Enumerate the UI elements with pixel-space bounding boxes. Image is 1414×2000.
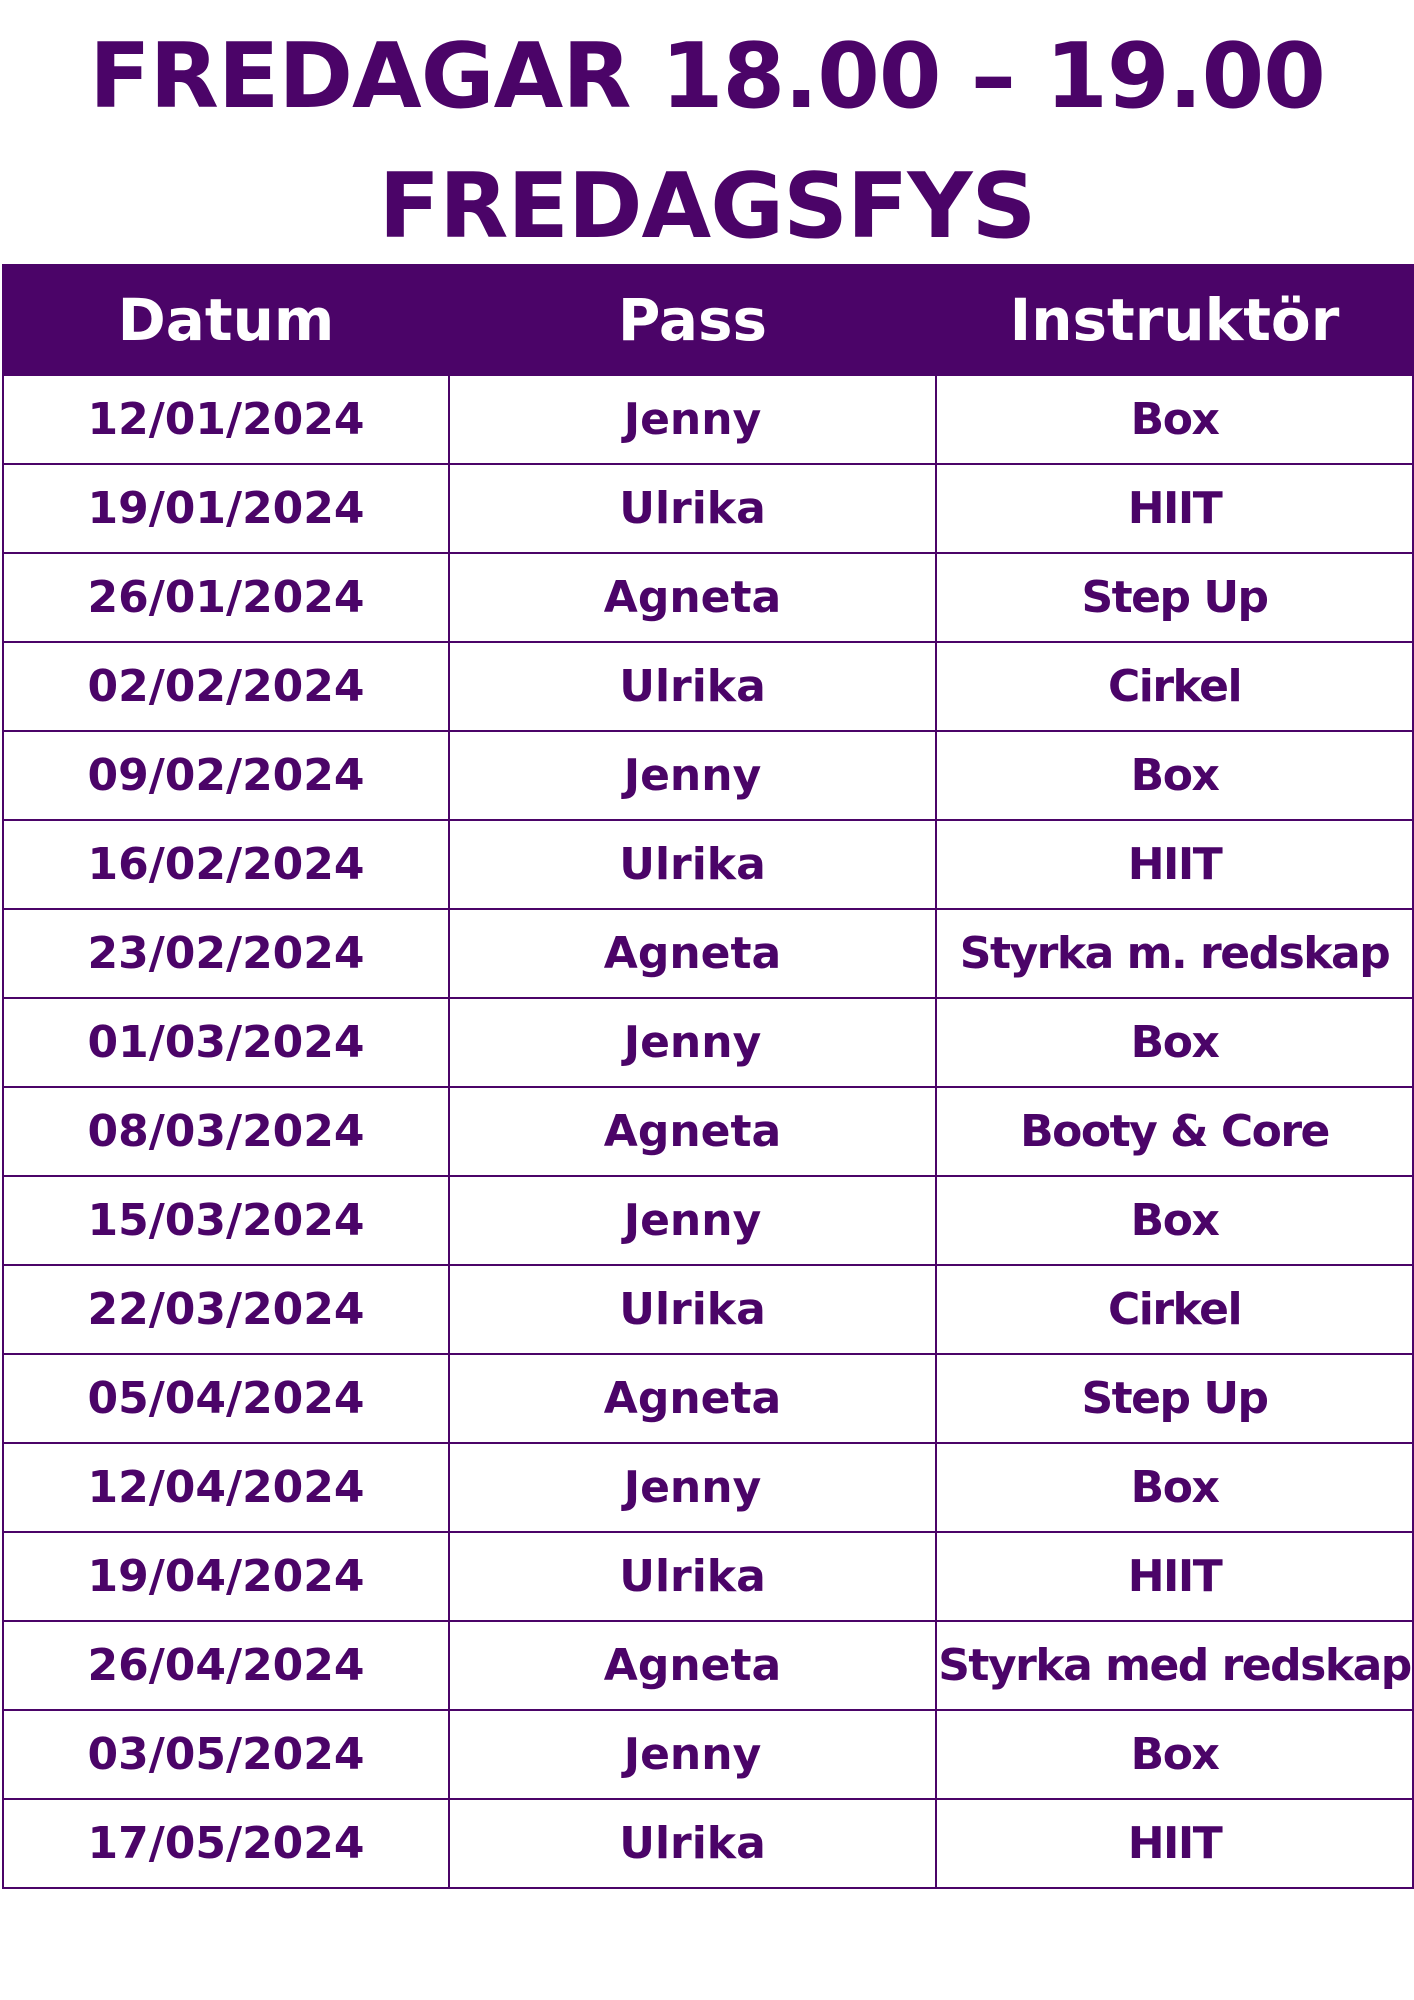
cell-pass: Ulrika [448, 1264, 937, 1355]
title-time: FREDAGAR 18.00 – 19.00 [89, 24, 1326, 129]
cell-date: 05/04/2024 [2, 1353, 450, 1444]
cell-date: 12/04/2024 [2, 1442, 450, 1533]
table-row: 12/04/2024 Jenny Box [2, 1442, 1414, 1533]
table-row: 19/01/2024 Ulrika HIIT [2, 463, 1414, 554]
cell-pass: Agneta [448, 1353, 937, 1444]
cell-pass: Ulrika [448, 641, 937, 732]
cell-instructor: Step Up [935, 552, 1414, 643]
cell-pass: Agneta [448, 1620, 937, 1711]
cell-date: 09/02/2024 [2, 730, 450, 821]
table-row: 01/03/2024 Jenny Box [2, 997, 1414, 1088]
header-instruktor: Instruktör [935, 264, 1414, 376]
cell-pass: Jenny [448, 997, 937, 1088]
header-pass: Pass [448, 264, 937, 376]
cell-pass: Agneta [448, 552, 937, 643]
cell-date: 16/02/2024 [2, 819, 450, 910]
cell-instructor: HIIT [935, 1531, 1414, 1622]
table-row: 16/02/2024 Ulrika HIIT [2, 819, 1414, 910]
table-row: 19/04/2024 Ulrika HIIT [2, 1531, 1414, 1622]
cell-pass: Ulrika [448, 819, 937, 910]
table-row: 22/03/2024 Ulrika Cirkel [2, 1264, 1414, 1355]
cell-pass: Ulrika [448, 463, 937, 554]
header-datum: Datum [2, 264, 450, 376]
cell-instructor: Box [935, 1442, 1414, 1533]
table-row: 26/01/2024 Agneta Step Up [2, 552, 1414, 643]
cell-pass: Ulrika [448, 1531, 937, 1622]
cell-instructor: Cirkel [935, 641, 1414, 732]
cell-date: 02/02/2024 [2, 641, 450, 732]
cell-instructor: Box [935, 374, 1414, 465]
cell-date: 12/01/2024 [2, 374, 450, 465]
cell-pass: Agneta [448, 908, 937, 999]
cell-instructor: Cirkel [935, 1264, 1414, 1355]
cell-date: 15/03/2024 [2, 1175, 450, 1266]
title-class: FREDAGSFYS [378, 154, 1037, 259]
table-row: 12/01/2024 Jenny Box [2, 374, 1414, 465]
cell-pass: Agneta [448, 1086, 937, 1177]
cell-date: 01/03/2024 [2, 997, 450, 1088]
cell-instructor: Styrka m. redskap [935, 908, 1414, 999]
cell-date: 22/03/2024 [2, 1264, 450, 1355]
cell-instructor: Box [935, 1175, 1414, 1266]
cell-instructor: Step Up [935, 1353, 1414, 1444]
table-row: 09/02/2024 Jenny Box [2, 730, 1414, 821]
cell-pass: Jenny [448, 1709, 937, 1800]
cell-pass: Ulrika [448, 1798, 937, 1889]
cell-instructor: Box [935, 1709, 1414, 1800]
schedule-table: Datum Pass Instruktör 12/01/2024 Jenny Box… [2, 264, 1414, 1889]
cell-instructor: HIIT [935, 463, 1414, 554]
cell-date: 19/04/2024 [2, 1531, 450, 1622]
cell-date: 17/05/2024 [2, 1798, 450, 1889]
cell-date: 26/01/2024 [2, 552, 450, 643]
cell-instructor: Styrka med redskap [935, 1620, 1414, 1711]
table-row: 17/05/2024 Ulrika HIIT [2, 1798, 1414, 1889]
cell-instructor: HIIT [935, 1798, 1414, 1889]
cell-date: 19/01/2024 [2, 463, 450, 554]
cell-date: 23/02/2024 [2, 908, 450, 999]
table-row: 03/05/2024 Jenny Box [2, 1709, 1414, 1800]
cell-pass: Jenny [448, 1442, 937, 1533]
header-row: Datum Pass Instruktör [2, 264, 1414, 376]
table-row: 15/03/2024 Jenny Box [2, 1175, 1414, 1266]
table-row: 05/04/2024 Agneta Step Up [2, 1353, 1414, 1444]
table-row: 26/04/2024 Agneta Styrka med redskap [2, 1620, 1414, 1711]
cell-date: 08/03/2024 [2, 1086, 450, 1177]
cell-pass: Jenny [448, 1175, 937, 1266]
cell-pass: Jenny [448, 374, 937, 465]
cell-instructor: Box [935, 997, 1414, 1088]
cell-date: 03/05/2024 [2, 1709, 450, 1800]
cell-instructor: HIIT [935, 819, 1414, 910]
table-row: 02/02/2024 Ulrika Cirkel [2, 641, 1414, 732]
cell-pass: Jenny [448, 730, 937, 821]
cell-instructor: Box [935, 730, 1414, 821]
cell-date: 26/04/2024 [2, 1620, 450, 1711]
cell-instructor: Booty & Core [935, 1086, 1414, 1177]
table-row: 23/02/2024 Agneta Styrka m. redskap [2, 908, 1414, 999]
table-row: 08/03/2024 Agneta Booty & Core [2, 1086, 1414, 1177]
